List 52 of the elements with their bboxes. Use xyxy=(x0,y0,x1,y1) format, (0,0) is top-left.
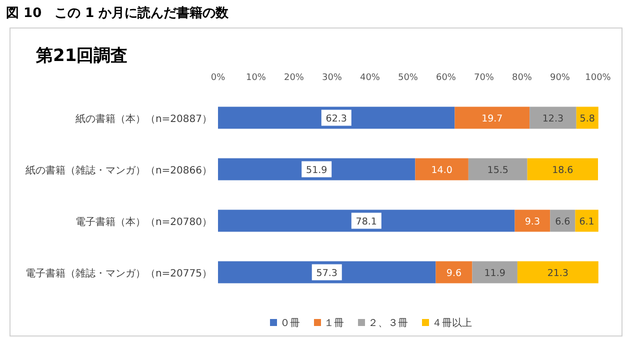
data-label: 21.3 xyxy=(547,268,568,279)
bar xyxy=(527,158,598,180)
data-label: 14.0 xyxy=(431,164,452,176)
text: 第21回調査 xyxy=(35,46,128,66)
x-tick-label: 100% xyxy=(585,73,612,83)
bar xyxy=(530,106,576,129)
legend-label: １冊 xyxy=(324,318,344,329)
bar xyxy=(454,106,530,129)
bar xyxy=(415,158,468,180)
bar xyxy=(218,210,515,232)
x-tick-label: 60% xyxy=(436,73,456,83)
data-label: 11.9 xyxy=(484,268,506,279)
x-tick-label: 30% xyxy=(322,73,342,83)
bar xyxy=(575,210,598,232)
y-tick-label: 紙の書籍（雑誌・マンガ）（n=20866） xyxy=(25,164,212,176)
bar xyxy=(218,106,455,129)
bar xyxy=(472,261,518,284)
x-tick-label: 10% xyxy=(246,73,266,83)
data-label: 19.7 xyxy=(482,113,503,124)
data-label: 5.8 xyxy=(580,113,595,124)
x-tick-label: 70% xyxy=(474,73,494,83)
bar xyxy=(468,158,528,180)
data-label: 12.3 xyxy=(542,113,564,124)
x-tick-label: 0% xyxy=(210,73,226,83)
x-tick-label: 40% xyxy=(360,73,380,83)
y-tick-label: 電子書籍（雑誌・マンガ）（n=20775） xyxy=(25,267,212,280)
data-label: 9.3 xyxy=(524,216,540,228)
bar xyxy=(218,158,416,180)
data-label: 9.6 xyxy=(446,268,462,279)
data-label: 18.6 xyxy=(552,164,574,176)
chart-title: 図 10 この 1 か月に読んだ書籍の数 xyxy=(6,5,230,21)
data-label: 57.3 xyxy=(316,268,338,279)
bar xyxy=(550,210,576,232)
data-label: 15.5 xyxy=(487,164,508,176)
data-label: 6.6 xyxy=(555,216,570,228)
data-label: 62.3 xyxy=(326,113,347,124)
x-tick-label: 80% xyxy=(512,73,532,83)
x-tick-label: 20% xyxy=(284,73,304,83)
legend-label: ０冊 xyxy=(280,318,300,329)
bar xyxy=(218,261,436,284)
x-tick-label: 50% xyxy=(398,73,418,83)
data-label: 78.1 xyxy=(356,216,377,228)
data-label: 6.1 xyxy=(579,216,594,228)
x-tick-label: 90% xyxy=(550,73,570,83)
y-tick-label: 電子書籍（本）（n=20780） xyxy=(75,216,212,228)
data-label: 51.9 xyxy=(306,164,328,176)
y-tick-label: 紙の書籍（本）（n=20887） xyxy=(75,112,212,125)
legend-label: ２、３冊 xyxy=(368,318,408,329)
bar xyxy=(514,210,550,232)
legend-label: ４冊以上 xyxy=(432,317,472,329)
bar xyxy=(436,261,472,284)
bar xyxy=(517,261,598,284)
